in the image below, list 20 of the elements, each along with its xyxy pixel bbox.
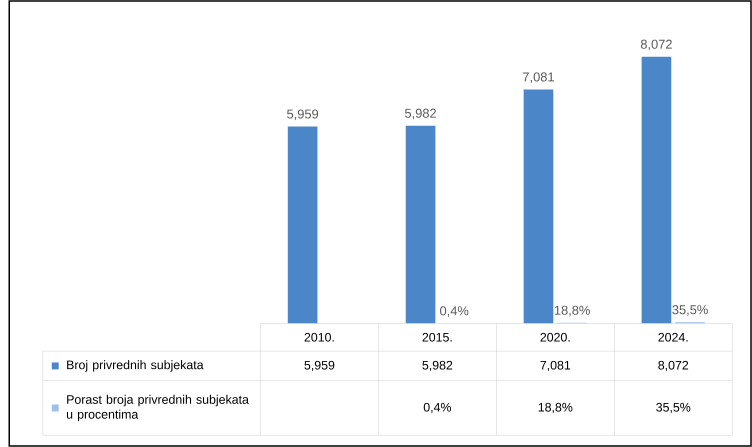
text: 5,982: [404, 108, 436, 120]
x-tick-label: 2024.: [658, 332, 688, 342]
data-label: 18,8%: [538, 402, 572, 414]
text: 0,4%: [440, 306, 468, 317]
x-tick-label: 2010.: [304, 332, 334, 342]
text: 5,959: [287, 109, 318, 120]
text: 18,8%: [554, 306, 590, 316]
data-label: 7,081: [540, 360, 570, 372]
data-label: 0,4%: [424, 402, 452, 414]
text: 35,5%: [672, 305, 708, 316]
data-label: 5,982: [422, 360, 452, 372]
data-label: 8,072: [658, 360, 688, 372]
text: 7,081: [523, 72, 554, 83]
legend-label: Broj privrednih subjekata: [67, 360, 204, 372]
data-label: 5,959: [304, 360, 334, 372]
legend-label: Porast broja privrednih subjekata u procentima: [66, 394, 249, 422]
x-tick-label: 2020.: [540, 332, 570, 342]
data-label: 35,5%: [656, 402, 690, 414]
x-tick-label: 2015.: [422, 332, 452, 342]
text: 8,072: [640, 40, 672, 50]
